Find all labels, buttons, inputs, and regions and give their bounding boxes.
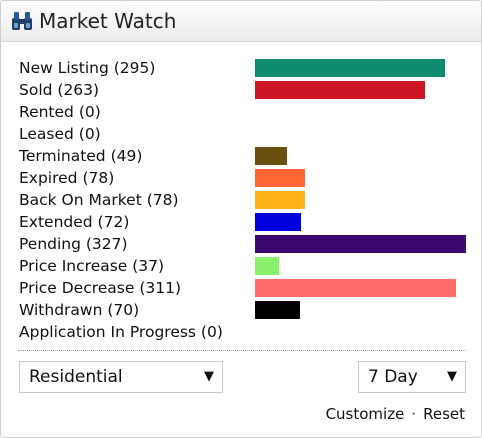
status-row[interactable]: Withdrawn (70) bbox=[1, 299, 481, 321]
status-label[interactable]: New Listing (295) bbox=[19, 59, 156, 77]
status-bar bbox=[255, 279, 456, 297]
status-bar bbox=[255, 59, 445, 77]
status-row[interactable]: Pending (327) bbox=[1, 233, 481, 255]
status-label[interactable]: Price Decrease (311) bbox=[19, 279, 182, 297]
status-row[interactable]: Expired (78) bbox=[1, 167, 481, 189]
status-row[interactable]: Terminated (49) bbox=[1, 145, 481, 167]
chevron-down-icon: ▼ bbox=[447, 369, 457, 384]
customize-link[interactable]: Customize bbox=[325, 405, 405, 423]
status-bar bbox=[255, 81, 425, 99]
status-row[interactable]: Price Increase (37) bbox=[1, 255, 481, 277]
status-label[interactable]: Withdrawn (70) bbox=[19, 301, 140, 319]
status-label[interactable]: Pending (327) bbox=[19, 235, 128, 253]
link-separator: · bbox=[411, 405, 417, 423]
status-label[interactable]: Back On Market (78) bbox=[19, 191, 179, 209]
status-bar bbox=[255, 213, 301, 231]
status-row[interactable]: Back On Market (78) bbox=[1, 189, 481, 211]
status-label[interactable]: Rented (0) bbox=[19, 103, 101, 121]
period-select[interactable]: 7 Day ▼ bbox=[358, 361, 466, 393]
footer-links: Customize · Reset bbox=[326, 403, 465, 425]
status-label[interactable]: Leased (0) bbox=[19, 125, 101, 143]
status-row[interactable]: Sold (263) bbox=[1, 79, 481, 101]
status-row[interactable]: Rented (0) bbox=[1, 101, 481, 123]
widget-title: Market Watch bbox=[39, 9, 177, 33]
status-label[interactable]: Expired (78) bbox=[19, 169, 115, 187]
status-row[interactable]: Leased (0) bbox=[1, 123, 481, 145]
status-bar bbox=[255, 191, 305, 209]
status-label[interactable]: Sold (263) bbox=[19, 81, 100, 99]
period-value: 7 Day bbox=[368, 367, 418, 387]
status-label[interactable]: Application In Progress (0) bbox=[19, 323, 223, 341]
status-label[interactable]: Terminated (49) bbox=[19, 147, 143, 165]
status-row[interactable]: Application In Progress (0) bbox=[1, 321, 481, 343]
property-type-value: Residential bbox=[29, 367, 123, 387]
status-bar bbox=[255, 169, 305, 187]
status-row[interactable]: New Listing (295) bbox=[1, 57, 481, 79]
status-row[interactable]: Price Decrease (311) bbox=[1, 277, 481, 299]
status-bar bbox=[255, 235, 466, 253]
chevron-down-icon: ▼ bbox=[204, 369, 214, 384]
dotted-divider bbox=[18, 350, 466, 351]
status-row[interactable]: Extended (72) bbox=[1, 211, 481, 233]
status-bar bbox=[255, 147, 287, 165]
widget-header: Market Watch bbox=[1, 1, 481, 42]
binoculars-icon bbox=[12, 12, 32, 30]
property-type-select[interactable]: Residential ▼ bbox=[19, 361, 223, 393]
status-label[interactable]: Extended (72) bbox=[19, 213, 130, 231]
status-bar bbox=[255, 257, 279, 275]
status-bar bbox=[255, 301, 300, 319]
status-label[interactable]: Price Increase (37) bbox=[19, 257, 165, 275]
reset-link[interactable]: Reset bbox=[423, 405, 465, 423]
